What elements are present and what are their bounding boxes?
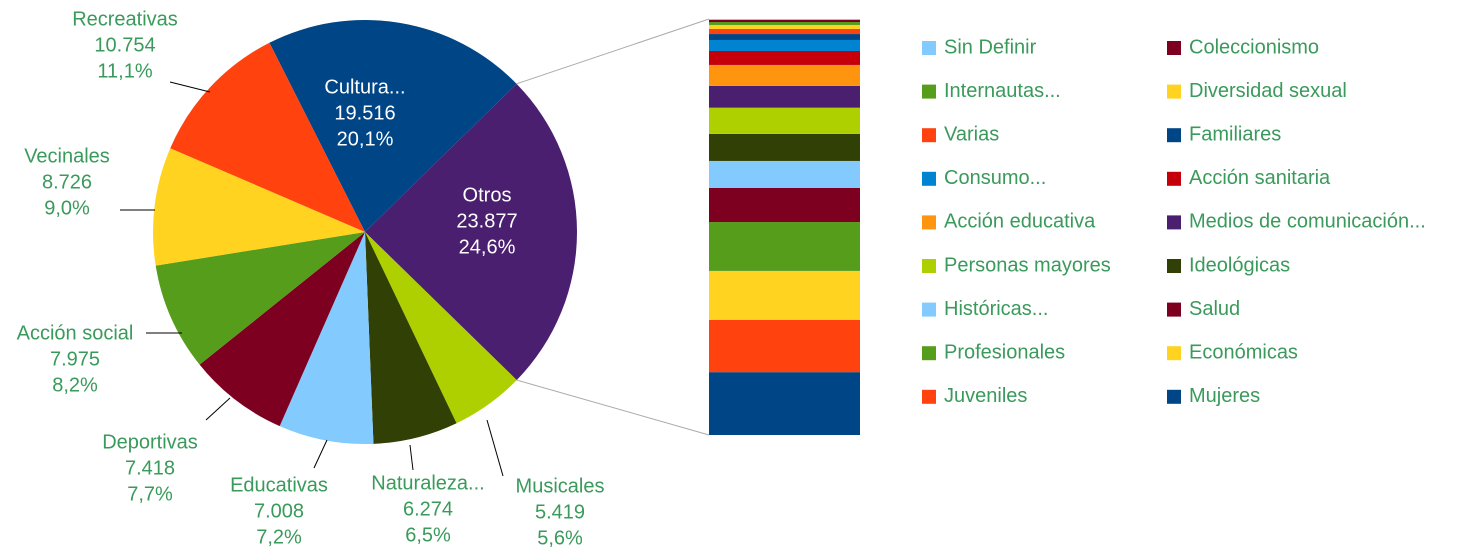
bar-segment (709, 34, 860, 40)
legend-swatch (922, 302, 936, 317)
legend-swatch (1167, 41, 1181, 55)
slice-label: Acción social (17, 322, 134, 344)
legend-label: Medios de comunicación... (1189, 211, 1426, 233)
bar-segment (709, 319, 860, 373)
pie-slice (155, 232, 365, 365)
legend-swatch (1167, 259, 1181, 273)
pie-slice (170, 42, 365, 232)
legend-label: Profesionales (944, 341, 1065, 363)
legend-swatch (922, 215, 936, 230)
bar-segment (709, 64, 860, 86)
legend-swatch (922, 171, 936, 186)
pie-slice (279, 232, 374, 444)
slice-label: Naturaleza... (371, 472, 484, 494)
bar-segment (709, 107, 860, 134)
pie-slice (365, 232, 457, 444)
slice-label: Vecinales (24, 145, 110, 167)
legend-label: Internautas... (944, 80, 1061, 102)
legend-swatch (1167, 346, 1181, 361)
legend-label: Económicas (1189, 341, 1298, 363)
legend-swatch (922, 389, 936, 404)
legend-label: Sin Definir (944, 36, 1037, 58)
slice-label: Musicales (516, 475, 605, 497)
slice-value: 5.419 (535, 501, 585, 523)
slice-percent: 9,0% (44, 197, 90, 219)
slice-value: 8.726 (42, 171, 92, 193)
slice-percent: 5,6% (537, 527, 583, 549)
legend-swatch (1167, 128, 1181, 143)
pie-slice (365, 83, 577, 381)
legend-label: Personas mayores (944, 254, 1111, 276)
legend-swatch (1167, 171, 1181, 186)
slice-value: 7.008 (254, 500, 304, 522)
bar-segment (709, 372, 860, 435)
legend-swatch (922, 346, 936, 361)
slice-value: 6.274 (403, 498, 453, 520)
slice-percent: 7,7% (127, 483, 173, 505)
bar-segment (709, 160, 860, 189)
legend-label: Históricas... (944, 298, 1048, 320)
legend-swatch (1167, 389, 1181, 404)
leader-line (205, 397, 231, 421)
legend-label: Varias (944, 123, 999, 145)
legend-label: Ideológicas (1189, 254, 1290, 276)
connector-line (516, 18, 710, 85)
legend-label: Salud (1189, 298, 1240, 320)
bar-segment (709, 85, 860, 108)
legend-label: Coleccionismo (1189, 36, 1319, 58)
slice-percent: 11,1% (97, 60, 152, 82)
slice-percent: 6,5% (405, 524, 451, 546)
slice-value: 10.754 (94, 34, 155, 56)
leader-line (486, 419, 504, 477)
slice-label: Deportivas (102, 431, 198, 453)
slice-percent: 20,1% (337, 128, 394, 150)
bar-segment (709, 19, 860, 20)
slice-percent: 7,2% (256, 526, 302, 548)
legend-swatch (1167, 302, 1181, 317)
pie-slice (153, 148, 365, 266)
bar-segment (709, 19, 860, 23)
legend-swatch (922, 84, 936, 99)
slice-label: Cultura... (324, 76, 405, 98)
slice-value: 19.516 (334, 102, 395, 124)
bar-segment (709, 28, 860, 35)
leader-line (169, 81, 211, 93)
legend-swatch (1167, 215, 1181, 230)
legend-swatch (922, 41, 936, 55)
slice-label: Recreativas (72, 8, 178, 30)
bar-segment (709, 133, 860, 161)
pie-slice (269, 19, 517, 232)
legend-swatch (1167, 84, 1181, 99)
legend-label: Consumo... (944, 167, 1046, 189)
leader-line (409, 444, 414, 471)
legend-label: Acción sanitaria (1189, 167, 1331, 189)
bar-segment (709, 222, 860, 271)
legend-label: Familiares (1189, 123, 1281, 145)
legend-swatch (922, 128, 936, 143)
legend-label: Juveniles (944, 385, 1027, 407)
bar-segment (709, 270, 860, 320)
bar-segment (709, 39, 860, 51)
slice-percent: 8,2% (52, 374, 98, 396)
legend-swatch (922, 259, 936, 273)
pie-slice (199, 232, 365, 427)
bar-segment (709, 24, 860, 29)
slice-value: 7.418 (125, 457, 175, 479)
slice-label: Educativas (230, 474, 328, 496)
slice-value: 23.877 (456, 210, 517, 232)
leader-line (313, 439, 328, 469)
legend-label: Mujeres (1189, 385, 1260, 407)
pie-slice (365, 232, 517, 424)
connector-line (516, 379, 710, 436)
bar-segment (709, 22, 860, 25)
slice-percent: 24,6% (459, 236, 516, 258)
slice-value: 7.975 (50, 348, 100, 370)
slice-label: Otros (463, 184, 512, 206)
legend-label: Acción educativa (944, 211, 1096, 233)
bar-segment (709, 188, 860, 223)
legend-label: Diversidad sexual (1189, 80, 1347, 102)
bar-segment (709, 50, 860, 65)
